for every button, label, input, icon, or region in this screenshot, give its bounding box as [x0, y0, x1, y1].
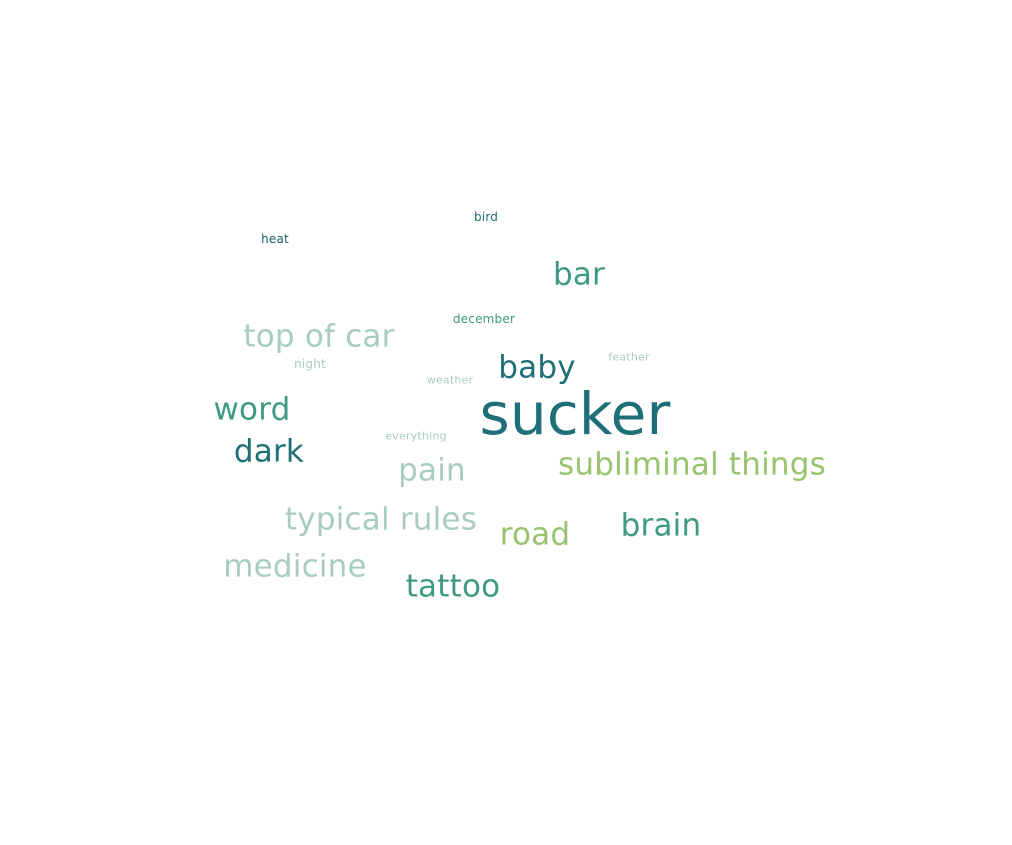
word-feather: feather	[608, 350, 650, 364]
word-typical-rules: typical rules	[284, 501, 478, 538]
word-pain: pain	[398, 452, 466, 489]
word-everything: everything	[385, 429, 447, 443]
word-bar: bar	[552, 256, 606, 293]
word-dark: dark	[233, 433, 305, 470]
word-medicine: medicine	[223, 548, 367, 585]
word-night: night	[294, 357, 326, 371]
word-top-of-car: top of car	[243, 318, 395, 355]
word-weather: weather	[426, 373, 474, 387]
word-bird: bird	[473, 210, 499, 224]
word-heat: heat	[261, 232, 289, 246]
word-december: december	[452, 312, 516, 326]
word-word: word	[213, 391, 291, 428]
word-tattoo: tattoo	[405, 568, 501, 605]
word-baby: baby	[498, 349, 576, 386]
word-road: road	[499, 516, 571, 553]
word-sucker: sucker	[479, 380, 671, 448]
word-subliminal-things: subliminal things	[558, 446, 826, 483]
word-brain: brain	[620, 507, 702, 544]
